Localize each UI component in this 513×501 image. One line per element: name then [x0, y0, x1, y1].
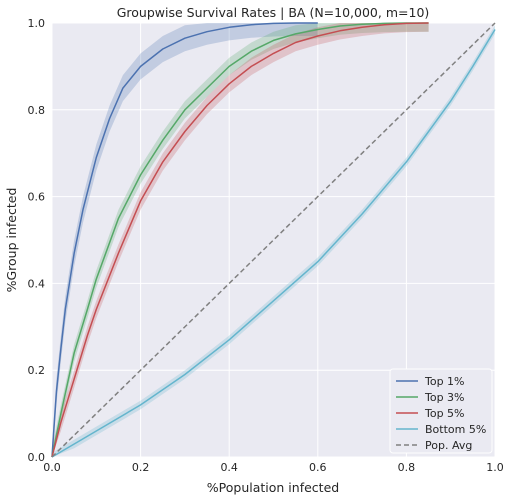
x-tick-label: 1.0 [486, 461, 504, 474]
y-tick-label: 0.0 [28, 451, 46, 464]
legend-label-pop-avg: Pop. Avg [425, 439, 472, 452]
legend: Top 1% Top 3% Top 5% Bottom 5% Pop. Avg [389, 368, 493, 454]
y-axis-label: %Group infected [4, 188, 19, 293]
line-top-3 [51, 22, 429, 458]
grid-lines [51, 22, 496, 458]
y-tick-label: 1.0 [28, 17, 46, 30]
y-tick-label: 0.2 [28, 364, 46, 377]
x-tick-label: 0.0 [43, 461, 61, 474]
line-pop-avg [51, 22, 496, 458]
y-tick-label: 0.4 [28, 277, 46, 290]
legend-label-top-1: Top 1% [424, 375, 465, 388]
y-tick-labels: 0.0 0.2 0.4 0.6 0.8 1.0 [28, 17, 46, 464]
x-tick-label: 0.2 [132, 461, 150, 474]
y-tick-label: 0.6 [28, 191, 46, 204]
line-top-5 [51, 22, 429, 458]
line-top-1 [51, 22, 318, 458]
legend-box [389, 368, 493, 454]
legend-label-top-3: Top 3% [424, 391, 465, 404]
x-axis-label: %Population infected [207, 480, 339, 495]
x-tick-label: 0.4 [220, 461, 238, 474]
legend-label-top-5: Top 5% [424, 407, 465, 420]
y-tick-label: 0.8 [28, 104, 46, 117]
line-bottom-5 [51, 29, 496, 458]
x-tick-labels: 0.0 0.2 0.4 0.6 0.8 1.0 [43, 461, 504, 474]
x-tick-label: 0.6 [309, 461, 327, 474]
legend-label-bottom-5: Bottom 5% [425, 423, 486, 436]
series-lines [51, 22, 496, 458]
band-top-5 [52, 23, 429, 457]
x-tick-label: 0.8 [398, 461, 416, 474]
confidence-bands [52, 23, 495, 457]
chart-title: Groupwise Survival Rates | BA (N=10,000,… [117, 5, 430, 20]
